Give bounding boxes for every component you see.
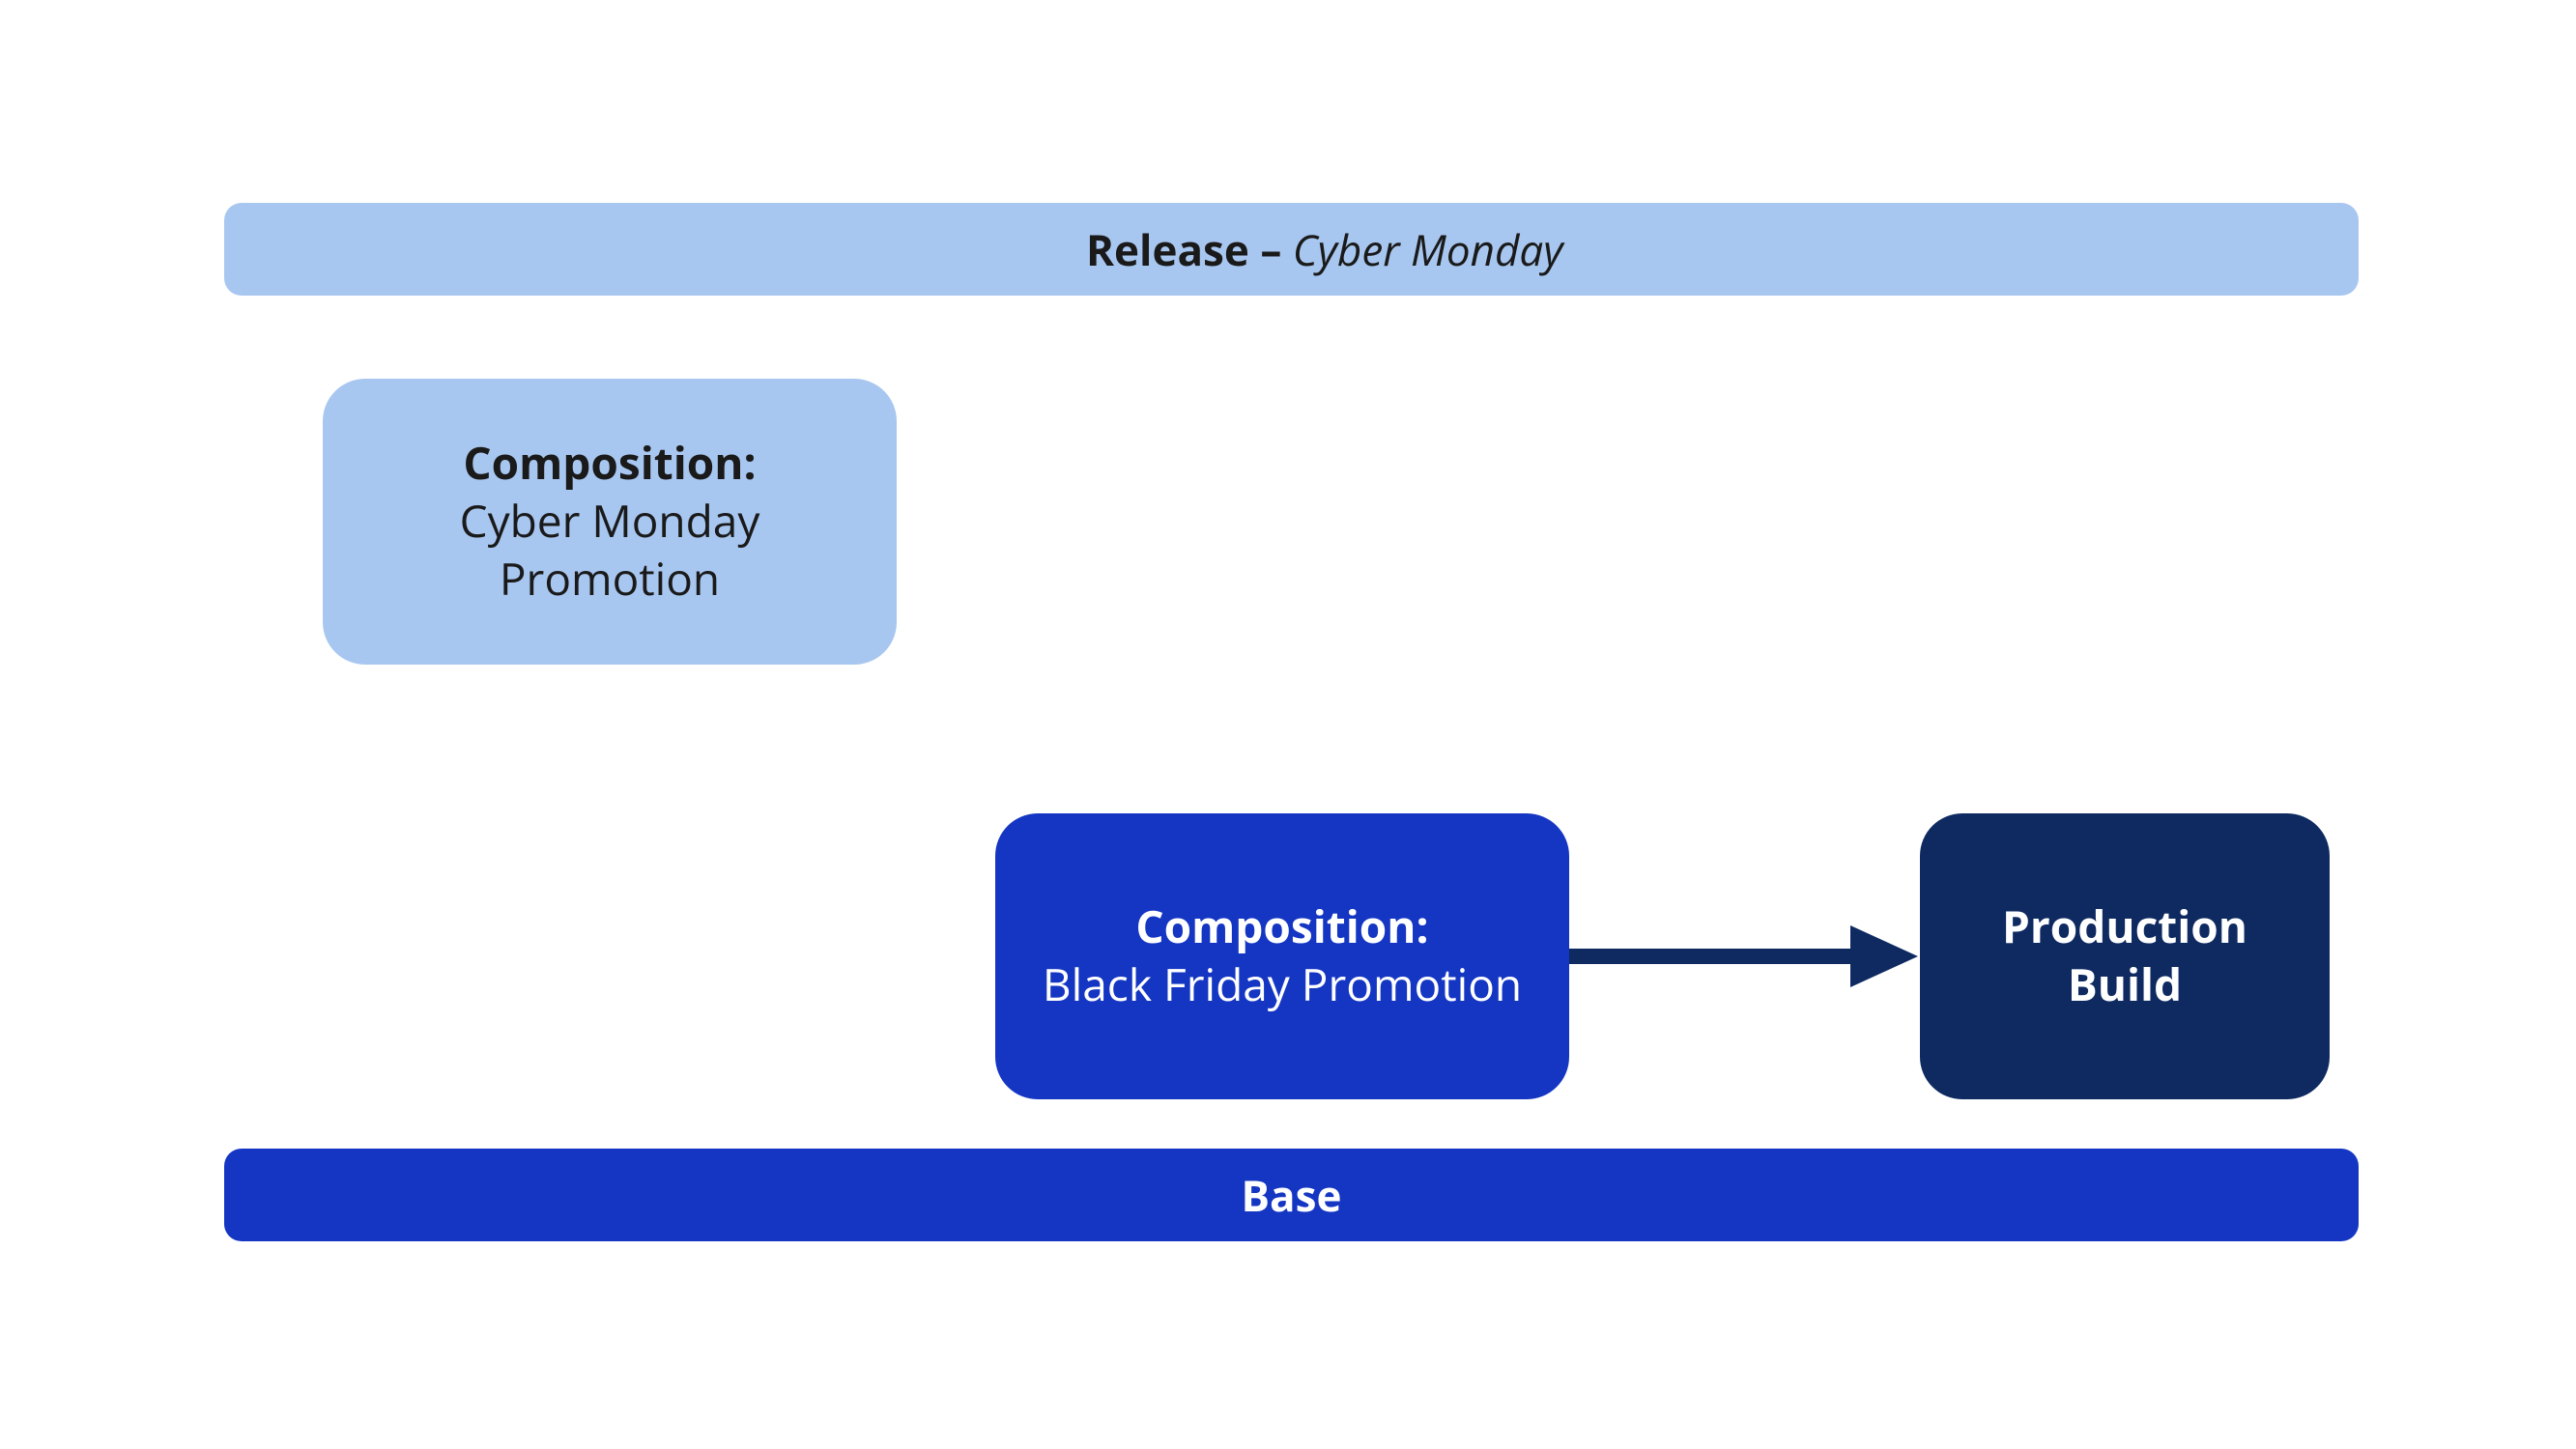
composition-title: Composition: — [1135, 898, 1428, 956]
composition-title: Composition: — [463, 435, 756, 493]
production-build-label: Production Build — [1943, 898, 2306, 1014]
release-name: Cyber Monday — [1293, 220, 1563, 278]
release-bar-text: Release – Cyber Monday — [1019, 162, 1562, 336]
base-bar-label: Base — [1241, 1166, 1341, 1224]
composition-cyber-monday-box: Composition: Cyber Monday Promotion — [323, 379, 897, 665]
composition-black-friday-box: Composition: Black Friday Promotion — [995, 813, 1569, 1099]
release-prefix: Release – — [1086, 220, 1293, 278]
release-bar: Release – Cyber Monday — [224, 203, 2359, 296]
base-bar: Base — [224, 1149, 2359, 1241]
composition-subtitle: Cyber Monday Promotion — [346, 493, 873, 609]
production-build-box: Production Build — [1920, 813, 2330, 1099]
composition-subtitle: Black Friday Promotion — [1043, 956, 1522, 1014]
diagram-canvas: Release – Cyber Monday Composition: Cybe… — [0, 0, 2576, 1449]
